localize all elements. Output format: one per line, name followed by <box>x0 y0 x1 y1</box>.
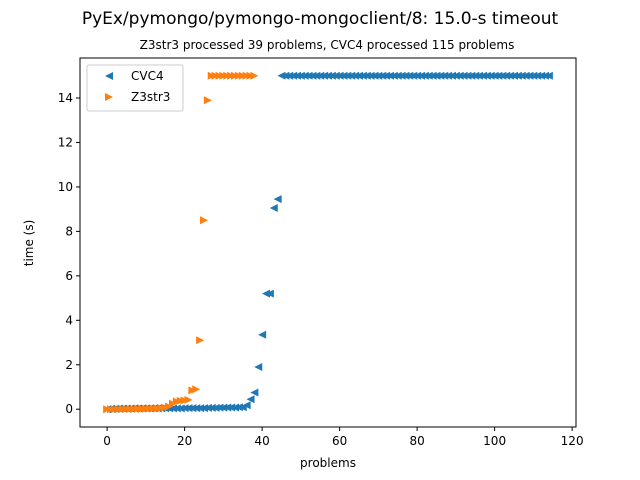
series-z3str3 <box>103 71 259 414</box>
plot-frame <box>79 57 577 428</box>
y-tick-label: 6 <box>65 269 73 283</box>
data-point-cvc4 <box>269 204 278 213</box>
data-point-z3str3 <box>192 385 201 394</box>
data-point-z3str3 <box>203 96 212 105</box>
chart-subtitle: Z3str3 processed 39 problems, CVC4 proce… <box>140 38 515 52</box>
chart-title: PyEx/pymongo/pymongo-mongoclient/8: 15.0… <box>82 9 559 29</box>
y-axis: 0 2 4 6 8 10 12 14 <box>58 91 80 416</box>
x-axis-label: problems <box>300 456 356 470</box>
data-point-cvc4 <box>250 388 259 397</box>
data-point-cvc4 <box>265 289 274 298</box>
data-point-cvc4 <box>258 330 267 339</box>
y-tick-label: 4 <box>65 313 73 327</box>
data-point-cvc4 <box>273 195 282 204</box>
data-point-cvc4 <box>231 403 239 412</box>
x-tick-label: 0 <box>103 434 111 448</box>
data-point-cvc4 <box>219 403 228 412</box>
legend: CVC4 Z3str3 <box>86 64 184 112</box>
y-tick-label: 8 <box>65 224 73 238</box>
x-tick-label: 120 <box>561 434 584 448</box>
data-point-z3str3 <box>184 395 193 404</box>
data-point-cvc4 <box>176 404 185 413</box>
y-tick-label: 0 <box>65 402 73 416</box>
y-axis-label: time (s) <box>22 220 36 267</box>
legend-entries <box>105 72 113 101</box>
x-tick-label: 40 <box>254 434 269 448</box>
y-tick-label: 2 <box>65 358 73 372</box>
plot-area <box>79 57 577 428</box>
data-point-z3str3 <box>250 71 259 80</box>
x-tick-label: 100 <box>483 434 506 448</box>
x-axis: 0 20 40 60 80 100 120 <box>103 427 584 448</box>
y-tick-label: 14 <box>58 91 73 105</box>
data-point-cvc4 <box>242 401 251 410</box>
x-tick-label: 60 <box>332 434 347 448</box>
data-point-cvc4 <box>211 403 220 412</box>
data-point-cvc4 <box>544 71 553 80</box>
data-point-z3str3 <box>200 216 208 225</box>
legend-label-cvc4: CVC4 <box>131 69 164 83</box>
legend-marker-cvc4 <box>105 72 113 80</box>
legend-marker-z3str3 <box>105 93 113 101</box>
data-point-z3str3 <box>196 336 205 345</box>
data-point-cvc4 <box>200 404 208 413</box>
y-tick-label: 12 <box>58 135 73 149</box>
legend-label-z3str3: Z3str3 <box>131 90 170 104</box>
series-layer <box>103 71 553 414</box>
data-point-cvc4 <box>246 395 255 404</box>
data-point-cvc4 <box>254 362 263 371</box>
y-tick-label: 10 <box>58 180 73 194</box>
x-tick-label: 20 <box>177 434 192 448</box>
x-tick-label: 80 <box>409 434 424 448</box>
